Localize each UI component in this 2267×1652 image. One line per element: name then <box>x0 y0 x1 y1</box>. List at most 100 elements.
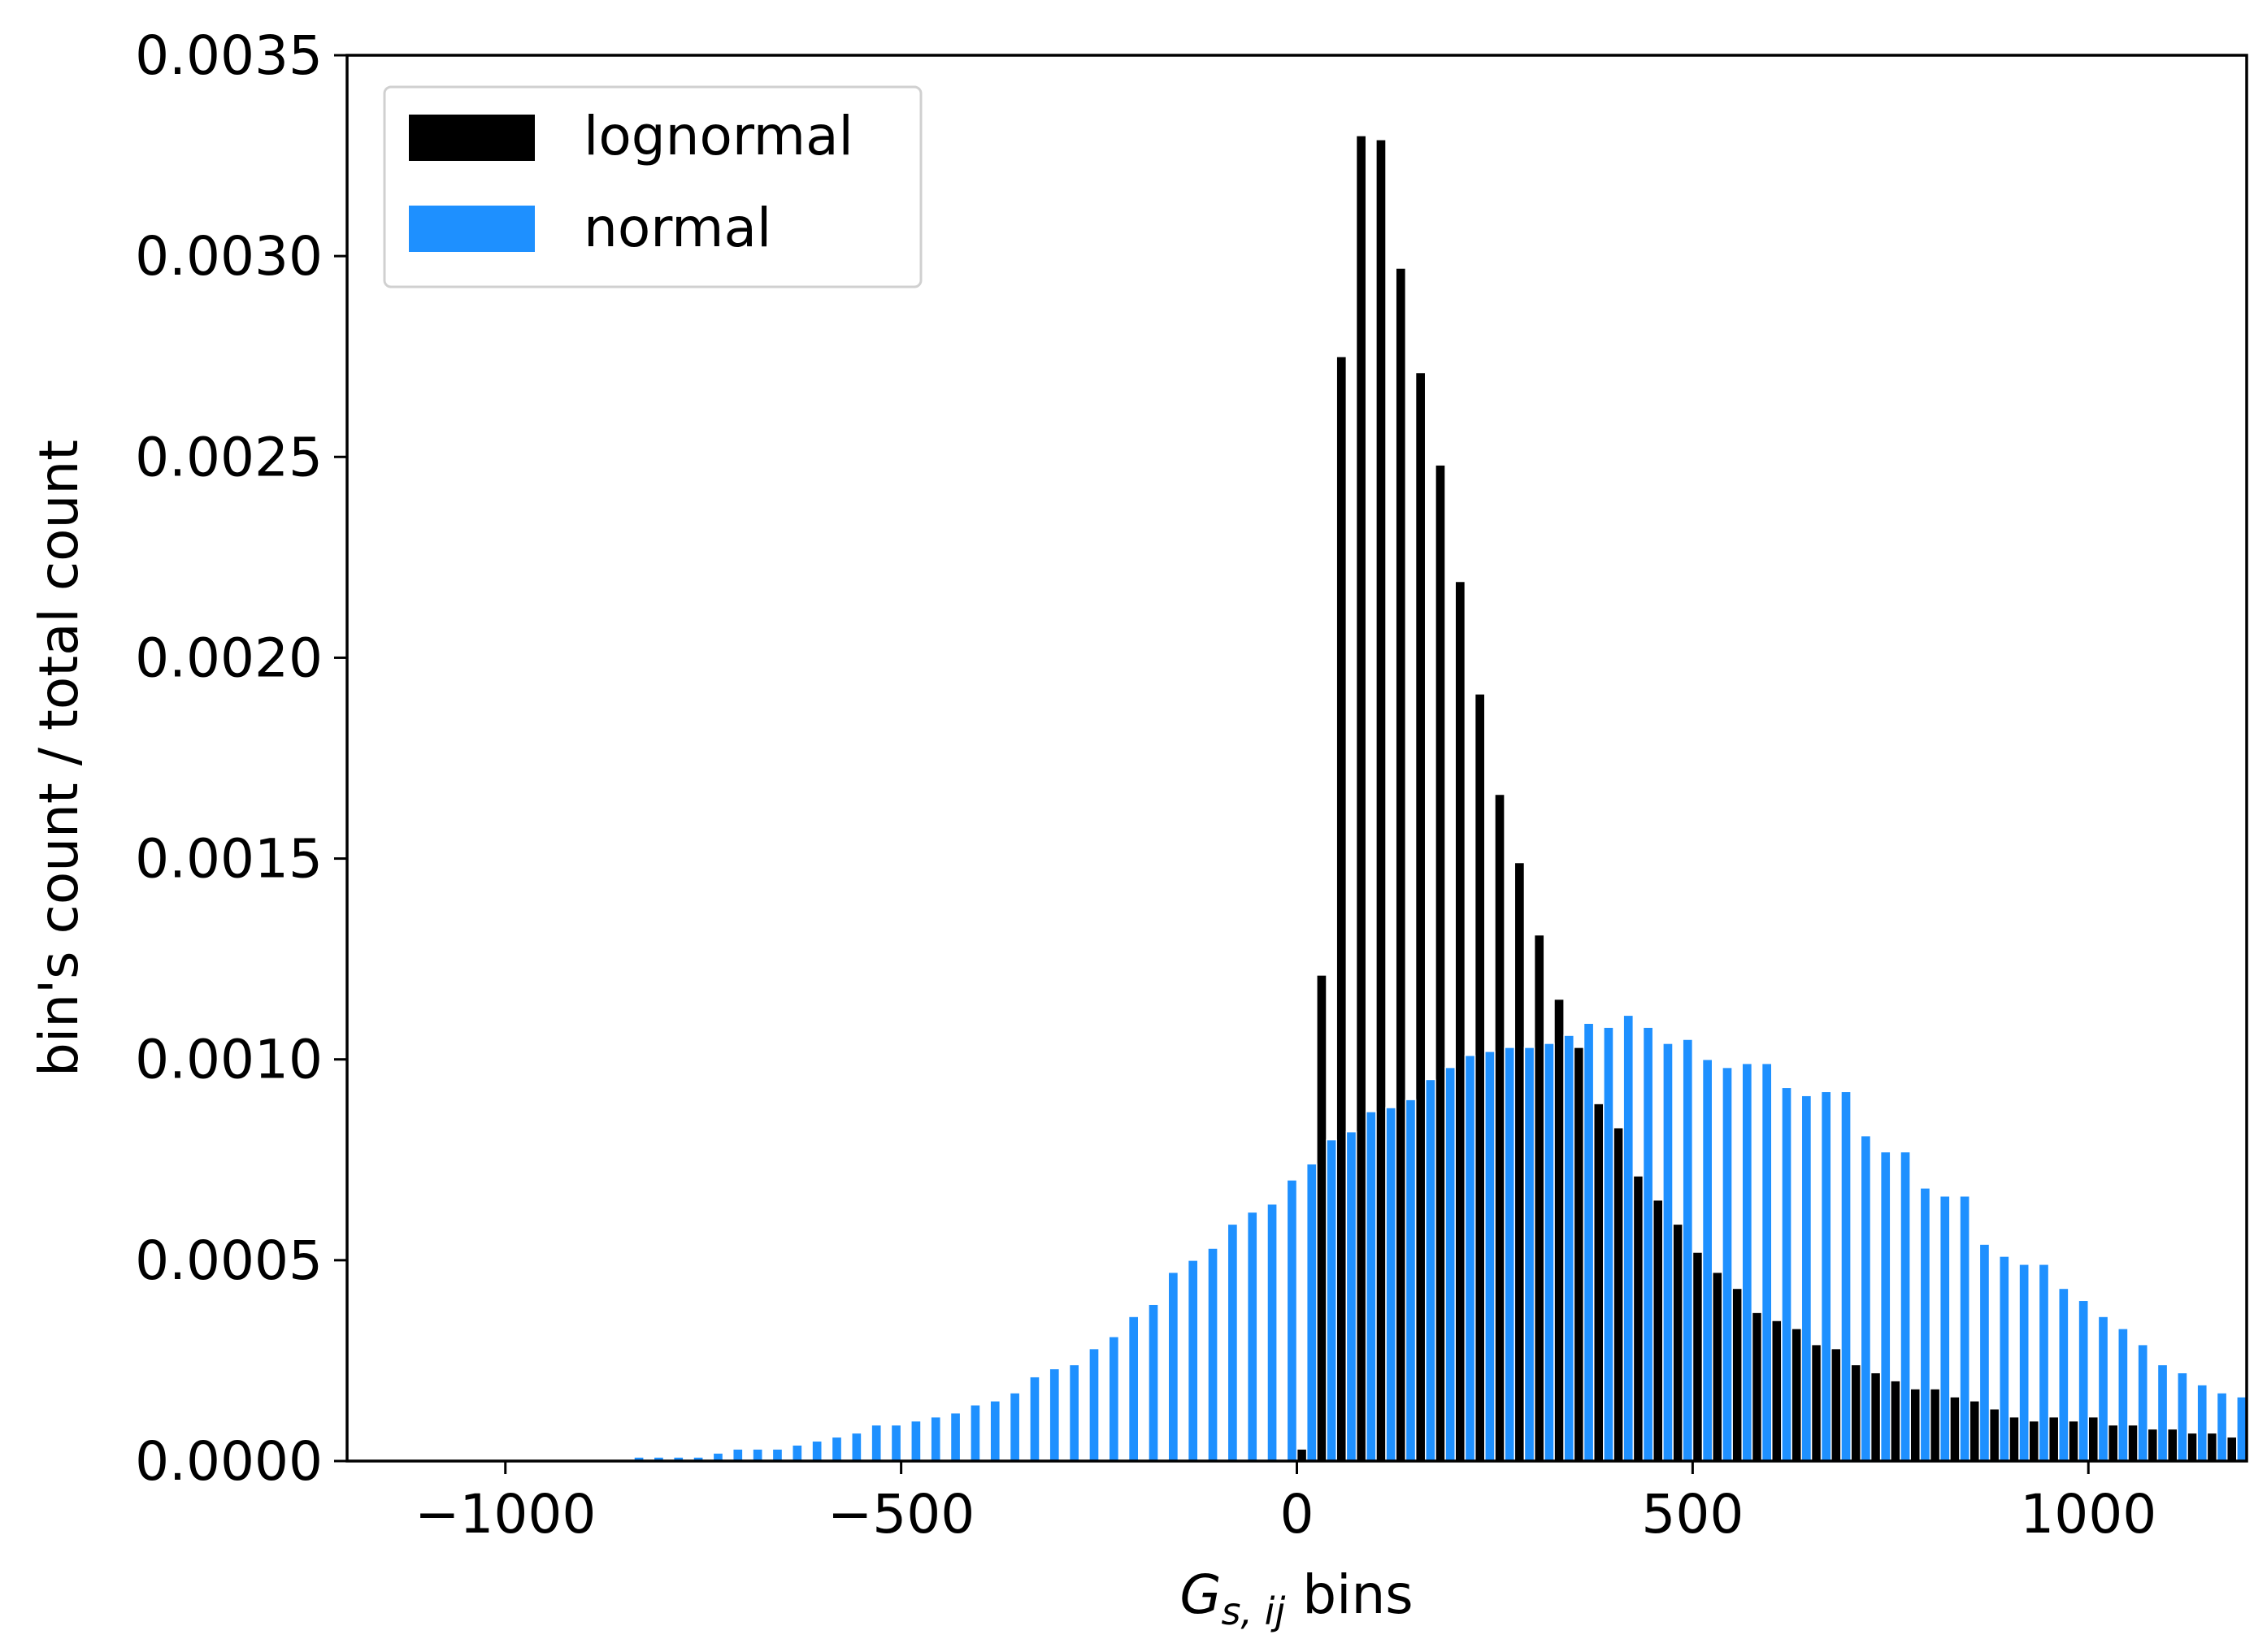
normal-bar <box>752 1448 763 1462</box>
lognormal-bar <box>1316 974 1327 1462</box>
lognormal-bar <box>1731 1287 1743 1462</box>
normal-bar <box>2018 1264 2030 1462</box>
normal-bar <box>771 1448 784 1462</box>
normal-bar <box>1029 1376 1040 1462</box>
x-tick-label: 500 <box>1641 1483 1744 1546</box>
normal-bars <box>633 1014 2247 1462</box>
normal-bar <box>2078 1299 2090 1462</box>
normal-bar <box>1444 1066 1456 1462</box>
lognormal-bar <box>2028 1420 2040 1462</box>
lognormal-bar <box>1949 1396 1961 1462</box>
lognormal-bar <box>1573 1047 1585 1462</box>
y-tick-label: 0.0000 <box>135 1430 323 1493</box>
lognormal-bar <box>2068 1420 2079 1462</box>
y-axis: 0.0000 0.0005 0.0010 0.0015 0.0020 0.0025 0.00… <box>135 24 347 1493</box>
normal-bar <box>1879 1151 1891 1462</box>
x-tick-label: −1000 <box>415 1483 596 1546</box>
normal-bar <box>2117 1328 2129 1462</box>
normal-bar <box>1622 1014 1635 1462</box>
lognormal-bar <box>2166 1428 2178 1462</box>
normal-bar <box>1405 1099 1417 1462</box>
legend-swatch-normal <box>409 206 535 252</box>
normal-bar <box>1484 1051 1496 1462</box>
normal-bar <box>1781 1086 1792 1462</box>
x-axis-label-symbol: G <box>1179 1563 1221 1626</box>
y-tick-label: 0.0025 <box>135 426 323 488</box>
normal-bar <box>1860 1134 1872 1462</box>
lognormal-bar <box>1395 267 1407 1462</box>
normal-bar <box>1900 1151 1911 1462</box>
x-tick-label: −500 <box>827 1483 975 1546</box>
lognormal-bar <box>1632 1175 1644 1462</box>
normal-bar <box>1088 1347 1100 1462</box>
y-tick-label: 0.0020 <box>135 627 323 689</box>
lognormal-bar <box>2206 1432 2218 1462</box>
lognormal-bar <box>1652 1199 1664 1462</box>
normal-bar <box>1523 1047 1535 1462</box>
normal-bar <box>791 1444 803 1462</box>
lognormal-bar <box>1831 1347 1842 1462</box>
normal-bar <box>2156 1364 2169 1462</box>
normal-bar <box>2216 1392 2228 1462</box>
lognormal-bar <box>1553 998 1565 1462</box>
normal-bar <box>890 1424 902 1462</box>
normal-bar <box>930 1416 942 1462</box>
lognormal-bar <box>1909 1388 1922 1462</box>
legend: lognormal normal <box>383 85 923 288</box>
lognormal-bar <box>1494 793 1505 1462</box>
normal-bar <box>1662 1043 1674 1462</box>
normal-bar <box>1583 1022 1595 1462</box>
normal-bar <box>2177 1372 2188 1462</box>
lognormal-bar <box>1613 1126 1624 1462</box>
y-axis-label: bin's count / total count <box>28 440 90 1077</box>
normal-bar <box>1761 1062 1773 1462</box>
legend-label-lognormal: lognormal <box>584 105 853 167</box>
x-axis-label-suffix: bins <box>1285 1563 1413 1626</box>
normal-bar <box>1127 1316 1140 1462</box>
lognormal-bar <box>1850 1364 1862 1462</box>
lognormal-bar <box>1969 1400 1981 1462</box>
normal-bar <box>1068 1364 1080 1462</box>
lognormal-bar <box>1514 861 1526 1462</box>
normal-bar <box>1939 1195 1951 1462</box>
normal-bar <box>1642 1026 1654 1462</box>
normal-bar <box>1741 1062 1753 1462</box>
normal-bar <box>1563 1034 1575 1462</box>
lognormal-bar <box>1355 135 1367 1462</box>
lognormal-bar <box>2048 1416 2060 1462</box>
normal-bar <box>1998 1255 2010 1462</box>
lognormal-bar <box>1988 1407 2000 1462</box>
normal-bar <box>1305 1163 1318 1462</box>
lognormal-bar <box>2009 1416 2020 1462</box>
normal-bar <box>851 1432 862 1462</box>
lognormal-bar <box>2087 1416 2100 1462</box>
lognormal-bar <box>2147 1428 2159 1462</box>
x-axis-label-subscript: s, ij <box>1221 1589 1285 1633</box>
lognormal-bar <box>2107 1424 2119 1462</box>
normal-bar <box>910 1420 922 1462</box>
normal-bar <box>1227 1223 1239 1462</box>
normal-bar <box>1840 1090 1852 1462</box>
normal-bar <box>2057 1287 2069 1462</box>
normal-bar <box>1978 1243 1991 1462</box>
lognormal-bar <box>1414 371 1427 1462</box>
normal-bar <box>949 1411 962 1462</box>
x-tick-label: 1000 <box>2020 1483 2156 1546</box>
normal-bar <box>811 1440 823 1462</box>
normal-bar <box>1464 1055 1476 1462</box>
lognormal-bar <box>2187 1432 2198 1462</box>
lognormal-bar <box>1870 1372 1882 1462</box>
normal-bar <box>2097 1316 2109 1462</box>
normal-bar <box>1246 1211 1258 1462</box>
normal-bar <box>1326 1138 1337 1462</box>
normal-bar <box>1385 1107 1396 1462</box>
normal-bar <box>2137 1343 2149 1462</box>
normal-bar <box>1919 1187 1931 1462</box>
lognormal-bar <box>1672 1223 1683 1462</box>
normal-bar <box>1187 1260 1199 1462</box>
normal-bar <box>1820 1090 1832 1462</box>
normal-bar <box>831 1436 843 1462</box>
normal-bar <box>1800 1095 1813 1462</box>
normal-bar <box>1148 1303 1159 1462</box>
